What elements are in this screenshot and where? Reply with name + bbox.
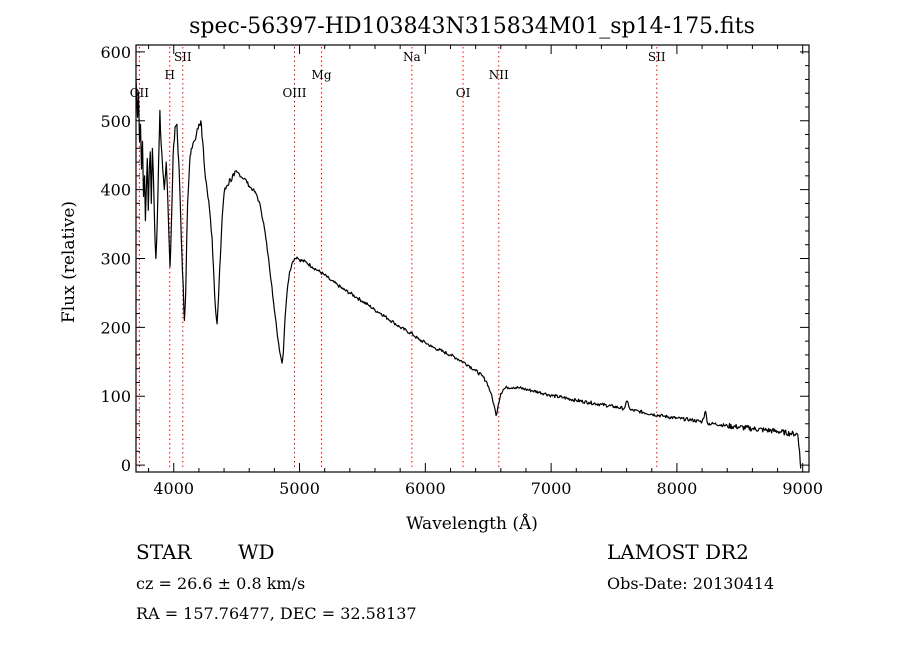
y-tick-label-1: 100: [100, 387, 131, 406]
y-tick-label-2: 200: [100, 318, 131, 337]
y-tick-label-5: 500: [100, 112, 131, 131]
x-tick-label-5: 9000: [782, 479, 823, 498]
line-label-1: H: [164, 68, 174, 82]
x-tick-label-0: 4000: [153, 479, 194, 498]
line-label-5: Na: [403, 50, 421, 64]
x-tick-label-1: 5000: [279, 479, 320, 498]
x-axis-label: Wavelength (Å): [406, 513, 538, 534]
y-tick-label-4: 400: [100, 181, 131, 200]
redshift-velocity: cz = 26.6 ± 0.8 km/s: [136, 574, 306, 593]
y-tick-label-0: 0: [121, 456, 131, 475]
object-subclass: WD: [238, 540, 275, 564]
y-tick-label-3: 300: [100, 250, 131, 269]
x-tick-label-3: 7000: [531, 479, 572, 498]
line-label-8: SII: [648, 50, 666, 64]
line-label-7: NII: [489, 68, 509, 82]
line-label-4: Mg: [312, 68, 332, 82]
object-type: STAR: [136, 540, 192, 564]
y-tick-label-6: 600: [100, 43, 131, 62]
survey-name: LAMOST DR2: [607, 540, 749, 564]
x-tick-label-2: 6000: [405, 479, 446, 498]
y-axis-label: Flux (relative): [59, 201, 79, 323]
line-label-3: OIII: [282, 86, 306, 100]
spectrum-line: [135, 79, 802, 469]
x-tick-label-4: 8000: [657, 479, 698, 498]
chart-title: spec-56397-HD103843N315834M01_sp14-175.f…: [189, 14, 755, 39]
coordinates: RA = 157.76477, DEC = 32.58137: [136, 604, 417, 623]
plot-frame: [135, 44, 810, 473]
line-label-6: OI: [456, 86, 471, 100]
observation-date: Obs-Date: 20130414: [607, 574, 775, 593]
line-label-2: SII: [174, 50, 192, 64]
axis-ticks: 4000 5000 6000 7000 8000 9000 0 100 200 300 400 500…: [100, 43, 823, 498]
